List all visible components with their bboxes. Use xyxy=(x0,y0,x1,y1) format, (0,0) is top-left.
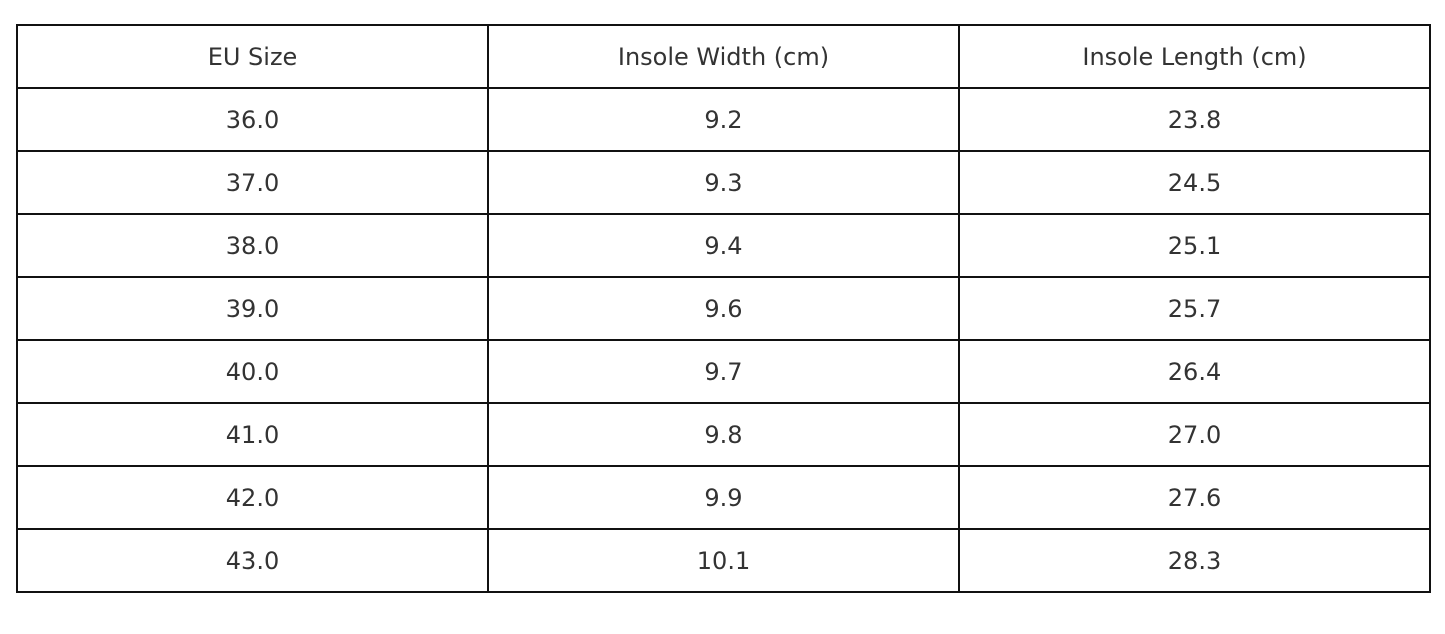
cell-insole-length: 23.8 xyxy=(958,87,1431,152)
cell-insole-length: 25.7 xyxy=(958,276,1431,341)
header-eu-size: EU Size xyxy=(16,24,489,89)
table-row: 42.0 9.9 27.6 xyxy=(16,465,1431,530)
cell-insole-length: 25.1 xyxy=(958,213,1431,278)
cell-insole-width: 9.2 xyxy=(487,87,960,152)
cell-eu-size: 40.0 xyxy=(16,339,489,404)
cell-insole-width: 9.4 xyxy=(487,213,960,278)
table-row: 39.0 9.6 25.7 xyxy=(16,276,1431,341)
cell-eu-size: 43.0 xyxy=(16,528,489,593)
cell-insole-length: 28.3 xyxy=(958,528,1431,593)
cell-insole-width: 10.1 xyxy=(487,528,960,593)
cell-eu-size: 38.0 xyxy=(16,213,489,278)
table-row: 38.0 9.4 25.1 xyxy=(16,213,1431,278)
cell-insole-length: 27.0 xyxy=(958,402,1431,467)
cell-eu-size: 36.0 xyxy=(16,87,489,152)
cell-eu-size: 41.0 xyxy=(16,402,489,467)
cell-insole-length: 26.4 xyxy=(958,339,1431,404)
cell-insole-width: 9.3 xyxy=(487,150,960,215)
header-insole-width: Insole Width (cm) xyxy=(487,24,960,89)
table-row: 43.0 10.1 28.3 xyxy=(16,528,1431,593)
cell-insole-width: 9.9 xyxy=(487,465,960,530)
size-chart-table: EU Size Insole Width (cm) Insole Length … xyxy=(16,24,1431,593)
table-row: 40.0 9.7 26.4 xyxy=(16,339,1431,404)
cell-eu-size: 37.0 xyxy=(16,150,489,215)
table-row: 41.0 9.8 27.0 xyxy=(16,402,1431,467)
table-row: 36.0 9.2 23.8 xyxy=(16,87,1431,152)
cell-eu-size: 39.0 xyxy=(16,276,489,341)
cell-insole-width: 9.8 xyxy=(487,402,960,467)
header-insole-length: Insole Length (cm) xyxy=(958,24,1431,89)
cell-insole-length: 24.5 xyxy=(958,150,1431,215)
header-row: EU Size Insole Width (cm) Insole Length … xyxy=(16,24,1431,89)
cell-insole-length: 27.6 xyxy=(958,465,1431,530)
cell-eu-size: 42.0 xyxy=(16,465,489,530)
cell-insole-width: 9.7 xyxy=(487,339,960,404)
table-row: 37.0 9.3 24.5 xyxy=(16,150,1431,215)
cell-insole-width: 9.6 xyxy=(487,276,960,341)
